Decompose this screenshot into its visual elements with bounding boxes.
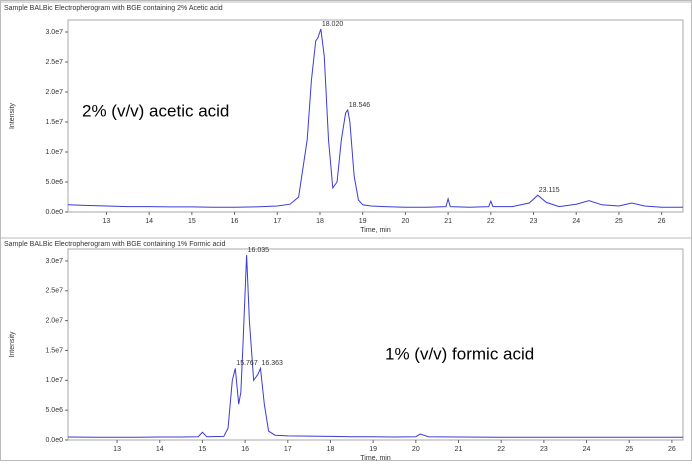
y-tick-label: 1.5e7 [45, 347, 63, 354]
x-tick-label: 24 [583, 446, 591, 453]
peak-label: 18.546 [349, 102, 371, 109]
y-tick-label: 2.0e7 [45, 89, 63, 96]
chart-title: Sample BALBic Electropherogram with BGE … [4, 241, 225, 248]
x-tick-label: 20 [412, 446, 420, 453]
annotation: 1% (v/v) formic acid [385, 344, 534, 363]
y-tick-label: 1.5e7 [45, 119, 63, 126]
x-tick-label: 16 [241, 446, 249, 453]
x-axis-label: Time, min [360, 227, 391, 234]
x-tick-label: 26 [658, 218, 666, 225]
y-tick-label: 5.0e6 [45, 179, 63, 186]
y-axis-label: Intensity [9, 102, 16, 129]
signal-line [67, 254, 683, 438]
x-axis-label: Time, min [360, 455, 391, 461]
y-tick-label: 3.0e7 [45, 29, 63, 36]
y-tick-label: 3.0e7 [45, 258, 63, 265]
x-tick-label: 17 [273, 218, 281, 225]
annotation: 2% (v/v) acetic acid [82, 101, 229, 120]
y-tick-label: 0.0e0 [45, 437, 63, 444]
x-tick-label: 18 [316, 218, 324, 225]
y-tick-label: 2.0e7 [45, 317, 63, 324]
chart-title: Sample BALBic Electropherogram with BGE … [4, 5, 223, 12]
y-tick-label: 0.0e0 [45, 209, 63, 216]
peak-label: 16.363 [261, 360, 283, 367]
x-tick-label: 23 [540, 446, 548, 453]
peak-label: 15.767 [236, 360, 258, 367]
peak-label: 23.115 [539, 187, 560, 194]
x-tick-label: 18 [327, 446, 335, 453]
plot-area [67, 248, 684, 441]
x-tick-label: 26 [668, 446, 676, 453]
plot-area [67, 19, 684, 213]
y-tick-label: 1.0e7 [45, 377, 63, 384]
x-tick-label: 17 [284, 446, 292, 453]
x-tick-label: 25 [625, 446, 633, 453]
y-tick-label: 2.5e7 [45, 59, 63, 66]
x-tick-label: 13 [103, 218, 111, 225]
x-tick-label: 14 [156, 446, 164, 453]
x-tick-label: 25 [615, 218, 623, 225]
x-tick-label: 16 [231, 218, 239, 225]
x-tick-label: 14 [145, 218, 153, 225]
x-tick-label: 19 [369, 446, 377, 453]
peak-label: 18.020 [322, 21, 344, 28]
x-tick-label: 19 [359, 218, 367, 225]
x-tick-label: 22 [487, 218, 495, 225]
x-tick-label: 20 [401, 218, 409, 225]
x-tick-label: 15 [199, 446, 207, 453]
y-tick-label: 5.0e6 [45, 407, 63, 414]
x-tick-label: 24 [572, 218, 580, 225]
x-tick-label: 23 [530, 218, 538, 225]
x-tick-label: 15 [188, 218, 196, 225]
x-tick-label: 13 [113, 446, 121, 453]
y-tick-label: 1.0e7 [45, 149, 63, 156]
x-tick-label: 21 [444, 218, 452, 225]
x-tick-label: 22 [497, 446, 505, 453]
x-tick-label: 21 [455, 446, 463, 453]
y-tick-label: 2.5e7 [45, 288, 63, 295]
y-axis-label: Intensity [9, 331, 16, 358]
peak-label: 16.035 [248, 247, 270, 254]
signal-line [67, 28, 683, 208]
